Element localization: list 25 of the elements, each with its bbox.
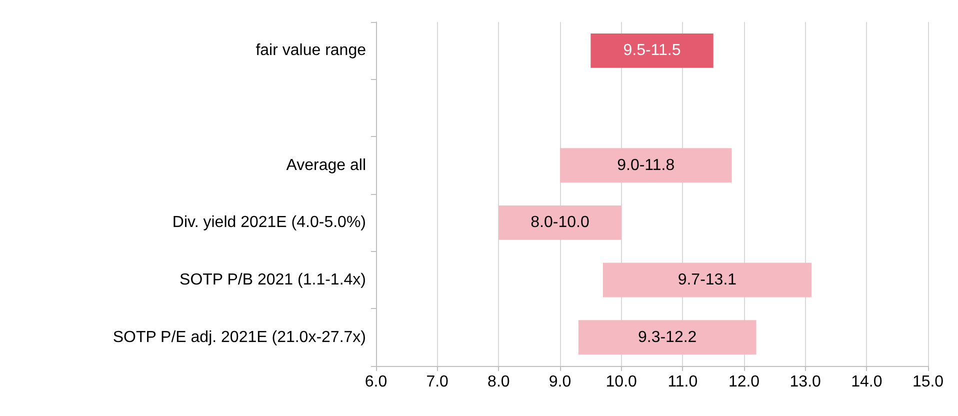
x-tick-label: 9.0	[548, 374, 572, 390]
x-tick-label: 15.0	[912, 374, 944, 390]
bar	[602, 262, 812, 298]
y-tick-label: Div. yield 2021E (4.0-5.0%)	[172, 214, 366, 232]
data-label: 9.0-11.8	[617, 156, 675, 174]
data-label: 9.5-11.5	[623, 42, 681, 60]
data-label: 9.3-12.2	[638, 328, 697, 346]
x-tick-label: 10.0	[606, 374, 638, 390]
bar	[578, 320, 756, 355]
data-label: 9.7-13.1	[678, 272, 737, 288]
y-tick-label: Average all	[286, 156, 366, 174]
bar	[560, 148, 732, 183]
x-tick-label: 14.0	[851, 374, 882, 390]
y-tick-label: SOTP P/B 2021 (1.1-1.4x)	[180, 272, 366, 288]
y-tick-label: fair value range	[256, 42, 366, 60]
bar	[590, 33, 714, 68]
x-tick-label: 13.0	[790, 374, 822, 390]
x-tick-label: 11.0	[668, 374, 698, 390]
y-tick-label: SOTP P/E adj. 2021E (21.0x-27.7x)	[112, 328, 366, 346]
x-tick-label: 6.0	[364, 374, 388, 390]
bar	[498, 205, 622, 240]
x-tick-label: 7.0	[426, 374, 449, 390]
x-tick-label: 8.0	[488, 374, 510, 390]
x-tick-label: 12.0	[728, 374, 760, 390]
data-label: 8.0-10.0	[530, 214, 590, 232]
